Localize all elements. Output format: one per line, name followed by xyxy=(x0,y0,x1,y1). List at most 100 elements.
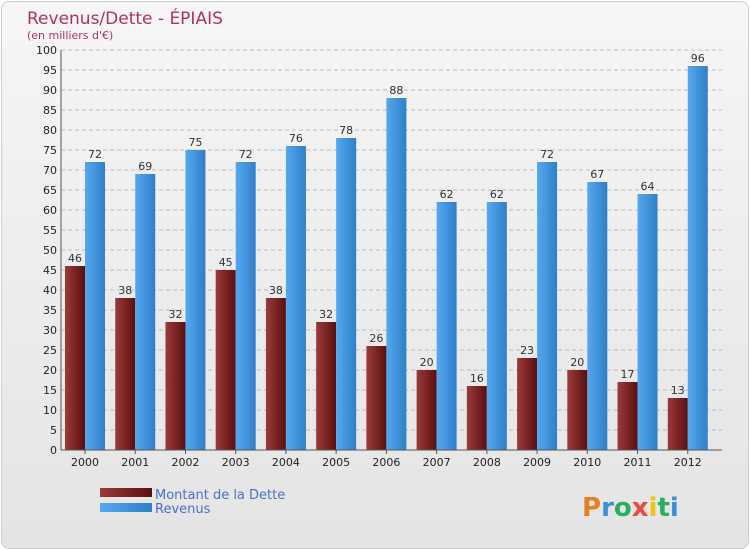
legend-swatch-revenus xyxy=(100,503,152,512)
x-tick-label: 2000 xyxy=(71,456,99,469)
data-label-revenus: 72 xyxy=(88,148,102,161)
x-tick-label: 2011 xyxy=(624,456,652,469)
y-tick-label: 90 xyxy=(43,84,57,97)
bar-revenus xyxy=(486,202,507,450)
chart-title: Revenus/Dette - ÉPIAIS xyxy=(27,7,223,29)
data-label-debt: 17 xyxy=(621,368,635,381)
data-label-debt: 20 xyxy=(570,356,584,369)
y-tick-label: 100 xyxy=(36,44,57,57)
chart-subtitle: (en milliers d'€) xyxy=(27,29,113,42)
x-tick-label: 2004 xyxy=(272,456,300,469)
data-label-debt: 23 xyxy=(520,344,534,357)
data-label-debt: 13 xyxy=(671,384,685,397)
logo-letter: o xyxy=(614,493,632,523)
y-tick-label: 25 xyxy=(43,344,57,357)
y-tick-label: 80 xyxy=(43,124,57,137)
logo-letter: t xyxy=(657,493,669,523)
data-label-revenus: 72 xyxy=(239,148,253,161)
bar-debt xyxy=(65,266,85,450)
x-tick-label: 2005 xyxy=(322,456,350,469)
data-label-revenus: 64 xyxy=(641,180,655,193)
x-tick-label: 2002 xyxy=(171,456,199,469)
bar-debt xyxy=(165,322,186,450)
bar-debt xyxy=(567,370,588,450)
bar-debt xyxy=(466,386,487,450)
y-tick-label: 35 xyxy=(43,304,57,317)
y-tick-label: 70 xyxy=(43,164,57,177)
legend-label-debt: Montant de la Dette xyxy=(155,488,285,503)
data-label-revenus: 62 xyxy=(490,188,504,201)
y-tick-label: 10 xyxy=(43,404,57,417)
x-tick-label: 2008 xyxy=(473,456,501,469)
data-label-debt: 38 xyxy=(118,284,132,297)
data-label-revenus: 67 xyxy=(590,168,604,181)
logo-letter: x xyxy=(632,493,649,523)
bar-revenus xyxy=(386,98,407,450)
x-tick-label: 2003 xyxy=(222,456,250,469)
y-tick-label: 55 xyxy=(43,224,57,237)
data-label-revenus: 96 xyxy=(691,52,705,65)
y-tick-label: 60 xyxy=(43,204,57,217)
bar-revenus xyxy=(537,162,558,450)
logo-letter: P xyxy=(582,493,601,523)
data-label-debt: 32 xyxy=(319,308,333,321)
bar-revenus xyxy=(587,182,608,450)
logo-letter: i xyxy=(649,493,658,523)
data-label-revenus: 76 xyxy=(289,132,303,145)
x-axis-ticks: 2000 2001 2002 2003 2004 2005 2006 2007 2008 2009… xyxy=(71,450,702,469)
legend-swatch-debt xyxy=(100,488,152,497)
y-tick-label: 65 xyxy=(43,184,57,197)
legend: Montant de la Dette Revenus xyxy=(100,488,285,517)
logo-letter: r xyxy=(601,493,614,523)
data-label-revenus: 62 xyxy=(440,188,454,201)
data-label-debt: 45 xyxy=(219,256,233,269)
axes xyxy=(60,50,722,451)
y-axis-ticks: 0 5 10 15 20 25 30 35 40 45 50 55 60 65 70 75 80 85 90 95 10… xyxy=(36,44,57,457)
y-tick-label: 0 xyxy=(50,444,57,457)
bar-debt xyxy=(215,270,236,450)
data-label-revenus: 88 xyxy=(389,84,403,97)
x-tick-label: 2009 xyxy=(523,456,551,469)
y-tick-label: 20 xyxy=(43,364,57,377)
y-tick-label: 85 xyxy=(43,104,57,117)
bar-revenus xyxy=(436,202,457,450)
data-label-revenus: 69 xyxy=(138,160,152,173)
data-label-debt: 32 xyxy=(168,308,182,321)
logo-letter: i xyxy=(670,493,679,523)
x-tick-label: 2001 xyxy=(121,456,149,469)
data-label-debt: 26 xyxy=(369,332,383,345)
bar-debt xyxy=(416,370,437,450)
y-tick-label: 5 xyxy=(50,424,57,437)
bar-debt xyxy=(265,298,286,450)
data-label-revenus: 72 xyxy=(540,148,554,161)
x-tick-label: 2006 xyxy=(372,456,400,469)
data-label-revenus: 75 xyxy=(188,136,202,149)
data-label-debt: 46 xyxy=(68,252,82,265)
bar-revenus xyxy=(235,162,256,450)
y-tick-label: 95 xyxy=(43,64,57,77)
bar-revenus xyxy=(687,66,708,450)
bar-debt xyxy=(617,382,638,450)
x-tick-label: 2010 xyxy=(573,456,601,469)
bars: 46 72 38 69 32 75 45 72 38 76 32 78 26 88 20 62 16 62 23 72… xyxy=(65,52,708,450)
y-tick-label: 50 xyxy=(43,244,57,257)
x-tick-label: 2007 xyxy=(423,456,451,469)
bar-debt xyxy=(517,358,538,450)
bar-revenus xyxy=(185,150,206,450)
legend-label-revenus: Revenus xyxy=(155,502,211,517)
x-tick-label: 2012 xyxy=(674,456,702,469)
data-label-revenus: 78 xyxy=(339,124,353,137)
data-label-debt: 16 xyxy=(470,372,484,385)
bar-revenus xyxy=(637,194,658,450)
bar-revenus xyxy=(135,174,156,450)
y-tick-label: 45 xyxy=(43,264,57,277)
bar-debt xyxy=(366,346,387,450)
bar-revenus xyxy=(336,138,357,450)
y-tick-label: 15 xyxy=(43,384,57,397)
y-tick-label: 30 xyxy=(43,324,57,337)
y-tick-label: 75 xyxy=(43,144,57,157)
bar-revenus xyxy=(285,146,306,450)
data-label-debt: 38 xyxy=(269,284,283,297)
